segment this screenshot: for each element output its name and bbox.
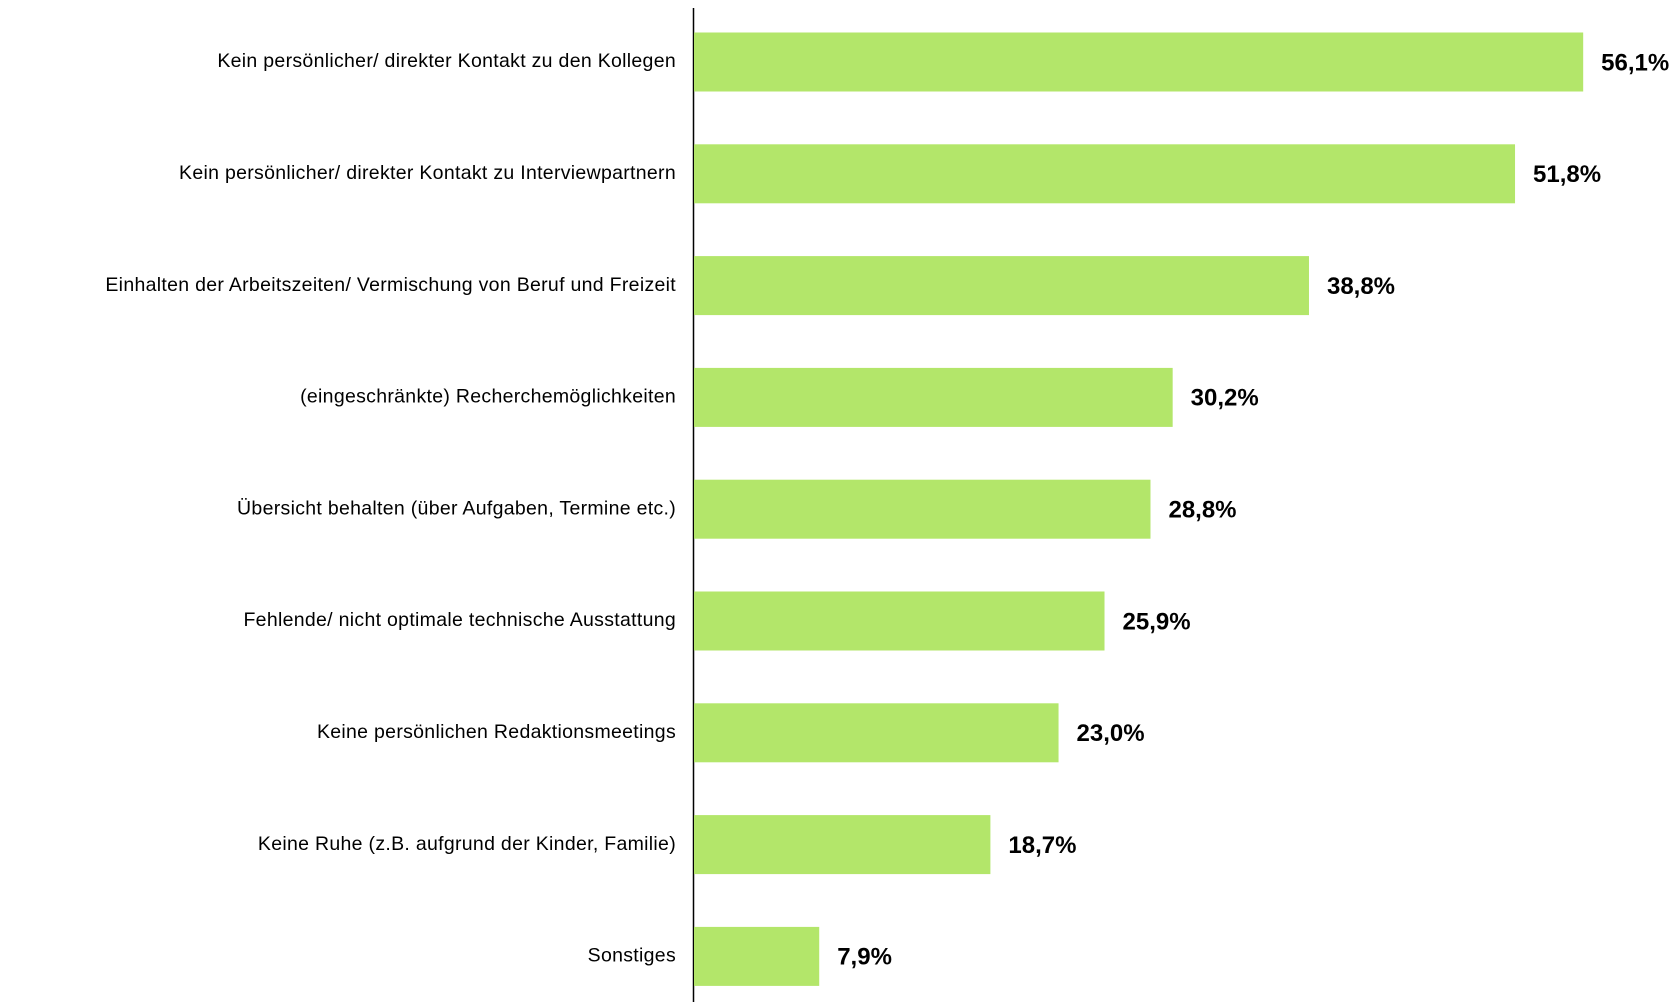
bar xyxy=(694,32,1584,92)
value-label: 28,8% xyxy=(1168,497,1236,524)
bar xyxy=(694,256,1309,316)
bar xyxy=(694,367,1173,427)
category-label: Keine persönlichen Redaktionsmeetings xyxy=(317,721,676,743)
value-label: 25,9% xyxy=(1123,608,1191,635)
bar xyxy=(694,591,1105,651)
value-label: 56,1% xyxy=(1601,49,1669,76)
bar xyxy=(694,144,1516,204)
category-label: (eingeschränkte) Recherchemöglichkeiten xyxy=(300,386,676,408)
value-label: 7,9% xyxy=(837,944,892,971)
category-label: Kein persönlicher/ direkter Kontakt zu I… xyxy=(179,162,676,184)
value-label: 18,7% xyxy=(1008,832,1076,859)
bar xyxy=(694,926,820,986)
category-label: Übersicht behalten (über Aufgaben, Termi… xyxy=(237,497,676,519)
category-label: Einhalten der Arbeitszeiten/ Vermischung… xyxy=(105,274,676,296)
bar xyxy=(694,479,1151,539)
value-label: 51,8% xyxy=(1533,161,1601,188)
category-label: Fehlende/ nicht optimale technische Auss… xyxy=(243,609,676,631)
bar xyxy=(694,815,991,875)
bar xyxy=(694,703,1059,763)
value-label: 38,8% xyxy=(1327,273,1395,300)
value-label: 30,2% xyxy=(1191,385,1259,412)
category-label: Keine Ruhe (z.B. aufgrund der Kinder, Fa… xyxy=(258,833,676,855)
value-label: 23,0% xyxy=(1077,720,1145,747)
category-label: Sonstiges xyxy=(588,945,676,967)
category-label: Kein persönlicher/ direkter Kontakt zu d… xyxy=(217,50,676,72)
